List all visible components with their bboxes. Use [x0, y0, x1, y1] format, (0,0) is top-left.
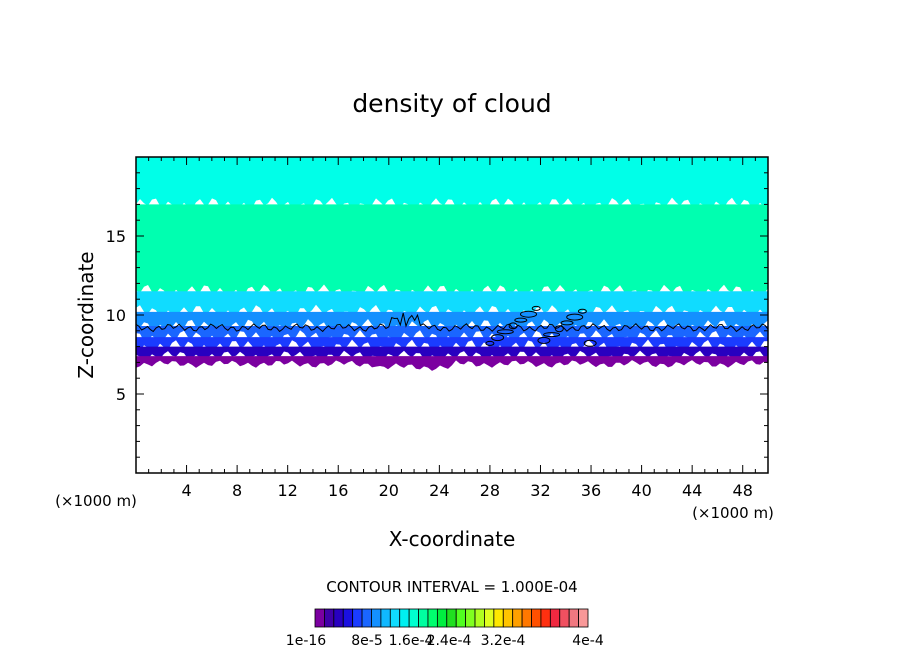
colorbar-swatch [568, 608, 579, 628]
colorbar-label: 2.4e-4 [427, 633, 472, 649]
colorbar-swatch [493, 608, 504, 628]
contour-interval-text: CONTOUR INTERVAL = 1.000E-04 [326, 578, 577, 596]
colorbar-swatch [446, 608, 457, 628]
colorbar [314, 608, 589, 628]
x-tick-label: 40 [631, 481, 651, 500]
x-tick-label: 28 [480, 481, 500, 500]
contour-loop [496, 329, 514, 335]
colorbar-swatch [427, 608, 438, 628]
colorbar-swatch [455, 608, 467, 628]
contour-loop [514, 317, 528, 323]
field-layer [136, 311, 768, 333]
contour-loop [508, 322, 518, 330]
colorbar-swatch [521, 608, 532, 628]
contour-loop [543, 332, 561, 338]
colorbar-swatch [474, 608, 485, 628]
contour-loop [583, 339, 597, 347]
field-layer [136, 204, 768, 299]
x-tick-label: 12 [278, 481, 298, 500]
colorbar-swatch [380, 608, 391, 628]
y-axis-label: Z-coordinate [74, 251, 98, 378]
contour-line [135, 312, 769, 333]
colorbar-swatch [418, 608, 429, 628]
colorbar-label: 3.2e-4 [481, 633, 526, 649]
colorbar-swatch [399, 608, 410, 628]
colorbar-label: 8e-5 [351, 633, 382, 649]
colorbar-label: 1e-16 [286, 633, 326, 649]
x-tick-label: 48 [733, 481, 753, 500]
x-unit-left: (×1000 m) [55, 492, 137, 510]
colorbar-swatch [352, 608, 363, 628]
contour-loop [577, 308, 587, 314]
colorbar-swatch [531, 608, 542, 628]
colorbar-swatch [512, 608, 523, 628]
colorbar-swatch [389, 608, 401, 628]
contour-loop [520, 310, 537, 318]
contour-lines [135, 305, 769, 347]
y-tick-label: 15 [106, 227, 126, 246]
colorbar-swatch [540, 608, 551, 628]
colorbar-swatch [342, 608, 354, 628]
x-axis: 4 8 12 16 20 24 28 32 36 40 44 48 [148, 157, 756, 500]
contour-loop [531, 305, 541, 311]
x-tick-label: 16 [328, 481, 348, 500]
colorbar-swatch [559, 608, 570, 628]
field-layer [136, 356, 768, 371]
x-tick-label: 4 [181, 481, 191, 500]
x-tick-label: 36 [581, 481, 601, 500]
contour-loop [485, 340, 495, 346]
colorbar-label: 4e-4 [572, 633, 604, 649]
contour-loop [566, 313, 584, 321]
contour-loop [554, 325, 564, 333]
colorbar-swatch [333, 608, 344, 628]
colorbar-swatch [408, 608, 419, 628]
y-axis: 5 10 15 [106, 172, 768, 458]
colorbar-swatch [484, 608, 495, 628]
colorbar-swatch [578, 608, 589, 628]
colorbar-swatch [549, 608, 561, 628]
x-axis-label: X-coordinate [389, 527, 516, 551]
contour-loop [491, 334, 505, 342]
field-layer [136, 346, 768, 362]
colorbar-swatch [465, 608, 476, 628]
contour-loop [537, 336, 551, 344]
y-tick-label: 5 [116, 385, 126, 404]
contour-loop [560, 320, 574, 326]
x-tick-label: 24 [429, 481, 449, 500]
colorbar-swatch [314, 608, 325, 628]
colorbar-labels: 1e-16 8e-5 1.6e-42.4e-4 3.2e-4 4e-4 [286, 633, 604, 649]
y-tick-label: 10 [106, 306, 126, 325]
x-tick-label: 20 [379, 481, 399, 500]
x-tick-label: 8 [232, 481, 242, 500]
colorbar-swatch [371, 608, 382, 628]
x-tick-label: 44 [682, 481, 702, 500]
colorbar-swatch [502, 608, 514, 628]
x-tick-label: 32 [530, 481, 550, 500]
field-layer [136, 157, 768, 212]
colorbar-swatch [361, 608, 372, 628]
density-field [136, 157, 768, 371]
x-unit-right: (×1000 m) [692, 504, 774, 522]
colorbar-swatch [436, 608, 448, 628]
chart-title: density of cloud [352, 89, 551, 118]
colorbar-label: 1.6e-4 [389, 633, 434, 649]
colorbar-swatch [324, 608, 335, 628]
